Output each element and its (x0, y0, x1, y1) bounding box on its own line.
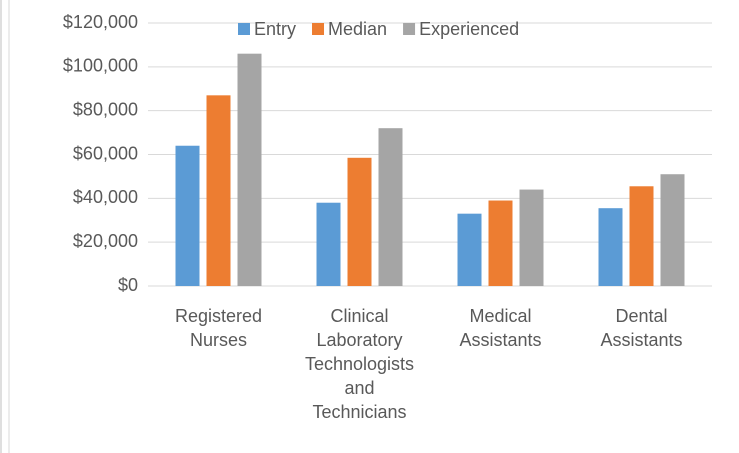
legend-label: Entry (254, 19, 296, 39)
y-tick-label: $60,000 (73, 143, 138, 163)
y-tick-label: $20,000 (73, 231, 138, 251)
bar (488, 200, 513, 286)
x-tick-label: Medical Assistants (459, 306, 542, 350)
y-tick-label: $120,000 (63, 12, 138, 32)
bar (316, 202, 341, 286)
bar (378, 128, 403, 286)
legend-swatch (312, 23, 325, 35)
y-tick-label: $80,000 (73, 99, 138, 119)
x-tick-label: Clinical Laboratory Technologists and Te… (304, 306, 415, 422)
legend-swatch (403, 23, 416, 35)
bar (237, 53, 262, 286)
bar (206, 95, 231, 286)
bar (457, 213, 482, 286)
y-tick-label: $100,000 (63, 56, 138, 76)
legend-label: Experienced (419, 19, 519, 39)
legend-label: Median (328, 19, 387, 39)
x-tick-label: Dental Assistants (600, 306, 683, 350)
bar (175, 145, 200, 286)
y-tick-label: $0 (118, 275, 138, 295)
bar (519, 189, 544, 286)
bar (347, 157, 372, 286)
x-tick-label: Registered Nurses (174, 306, 263, 350)
bar (629, 186, 654, 286)
legend-swatch (238, 23, 250, 35)
bar (660, 174, 685, 286)
y-tick-label: $40,000 (73, 187, 138, 207)
bar (598, 208, 623, 286)
